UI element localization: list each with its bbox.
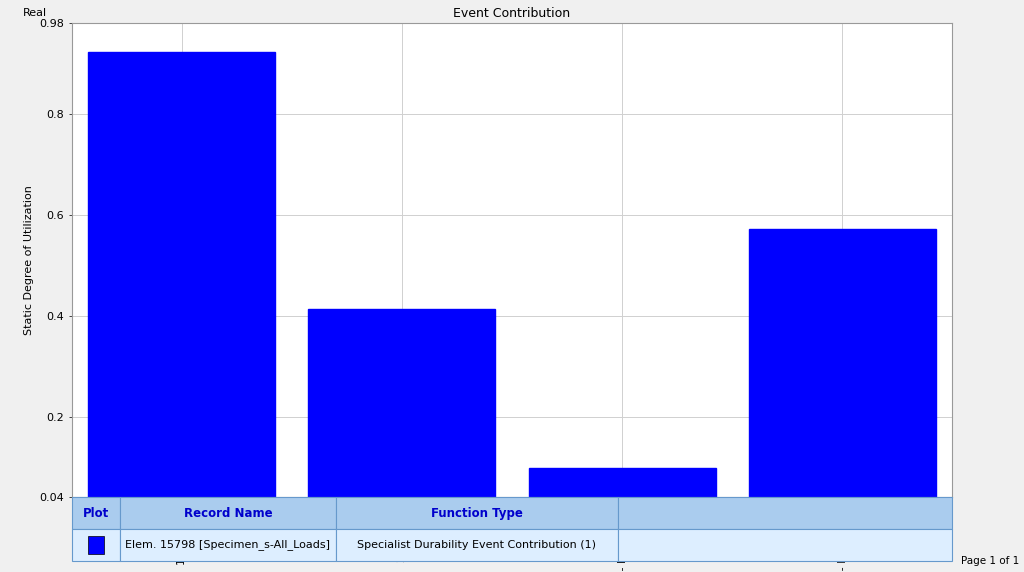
Bar	[749, 229, 936, 497]
Bar	[72, 497, 120, 529]
Bar	[120, 529, 336, 561]
Y-axis label: Static Degree of Utilization: Static Degree of Utilization	[24, 185, 34, 335]
Bar	[72, 529, 120, 561]
Bar	[308, 309, 496, 497]
Text: Page 1 of 1: Page 1 of 1	[961, 557, 1019, 566]
Text: Plot: Plot	[83, 507, 109, 519]
Text: Function Type: Function Type	[431, 507, 522, 519]
Bar	[88, 52, 275, 497]
Text: Elem. 15798 [Specimen_s-All_Loads]: Elem. 15798 [Specimen_s-All_Loads]	[126, 539, 331, 550]
Text: Real: Real	[24, 8, 47, 18]
Text: Specialist Durability Event Contribution (1): Specialist Durability Event Contribution…	[357, 540, 596, 550]
Text: Record Name: Record Name	[183, 507, 272, 519]
Bar	[617, 497, 952, 529]
Bar	[120, 497, 336, 529]
Bar	[336, 529, 617, 561]
Bar	[617, 529, 952, 561]
Bar	[528, 468, 716, 497]
Bar	[88, 536, 103, 554]
Bar	[336, 497, 617, 529]
Title: Event Contribution: Event Contribution	[454, 7, 570, 21]
